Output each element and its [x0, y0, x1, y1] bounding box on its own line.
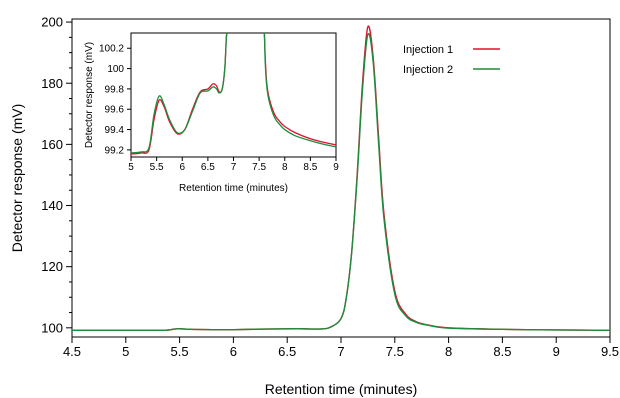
main-y-tick-label: 180 — [41, 76, 63, 91]
main-y-tick-label: 160 — [41, 137, 63, 152]
inset-chart: 5 5.5 6 6.5 7 7.5 8 8.5 9 99.2 99.4 99.6 99.8 100 100.… — [78, 24, 340, 194]
legend: Injection 1 Injection 2 — [403, 44, 500, 76]
inset-x-tick-label: 6 — [179, 162, 185, 173]
inset-y-axis-title: Detector response (mV) — [84, 42, 95, 148]
inset-x-tick-label: 5.5 — [150, 162, 164, 173]
inset-series-group — [131, 33, 336, 155]
inset-x-tick-label: 6.5 — [201, 162, 215, 173]
main-series-group — [72, 25, 610, 332]
inset-x-tick-label: 8.5 — [303, 162, 317, 173]
main-y-axis-title: Detector response (mV) — [9, 104, 25, 253]
main-x-tick-label: 6.5 — [278, 344, 296, 359]
inset-y-tick-label: 99.6 — [105, 105, 125, 116]
inset-x-tick-label: 7.5 — [252, 162, 266, 173]
inset-x-tick-label: 5 — [128, 162, 134, 173]
main-x-tick-label: 7 — [337, 344, 344, 359]
legend-label: Injection 1 — [403, 44, 453, 56]
main-x-tick-label: 4.5 — [63, 344, 81, 359]
inset-y-tick-label: 100 — [107, 64, 124, 75]
main-y-tick-label: 140 — [41, 198, 63, 213]
inset-y-tick-label: 99.4 — [105, 125, 125, 136]
main-series-line-injection-2 — [72, 32, 610, 332]
main-y-tick-label: 200 — [41, 15, 63, 30]
main-x-axis-title: Retention time (minutes) — [265, 381, 418, 397]
main-x-tick-label: 8.5 — [493, 344, 511, 359]
inset-x-tick-label: 8 — [282, 162, 288, 173]
legend-label: Injection 2 — [403, 64, 453, 76]
inset-y-tick-label: 100.2 — [99, 44, 124, 55]
main-x-tick-label: 5.5 — [171, 344, 189, 359]
inset-y-tick-label: 99.2 — [105, 145, 125, 156]
inset-x-tick-label: 9 — [333, 162, 339, 173]
inset-x-axis-title: Retention time (minutes) — [179, 183, 288, 194]
main-y-tick-label: 120 — [41, 259, 63, 274]
main-x-tick-label: 8 — [445, 344, 452, 359]
main-x-tick-label: 6 — [230, 344, 237, 359]
inset-series-line-injection-2 — [131, 33, 336, 154]
inset-y-tick-label: 99.8 — [105, 84, 125, 95]
main-x-tick-label: 9.5 — [601, 344, 619, 359]
main-x-tick-label: 5 — [122, 344, 129, 359]
main-x-tick-label: 9 — [553, 344, 560, 359]
main-x-tick-label: 7.5 — [386, 344, 404, 359]
inset-plot-frame — [130, 32, 337, 158]
inset-x-tick-label: 7 — [231, 162, 237, 173]
main-y-tick-label: 100 — [41, 320, 63, 335]
